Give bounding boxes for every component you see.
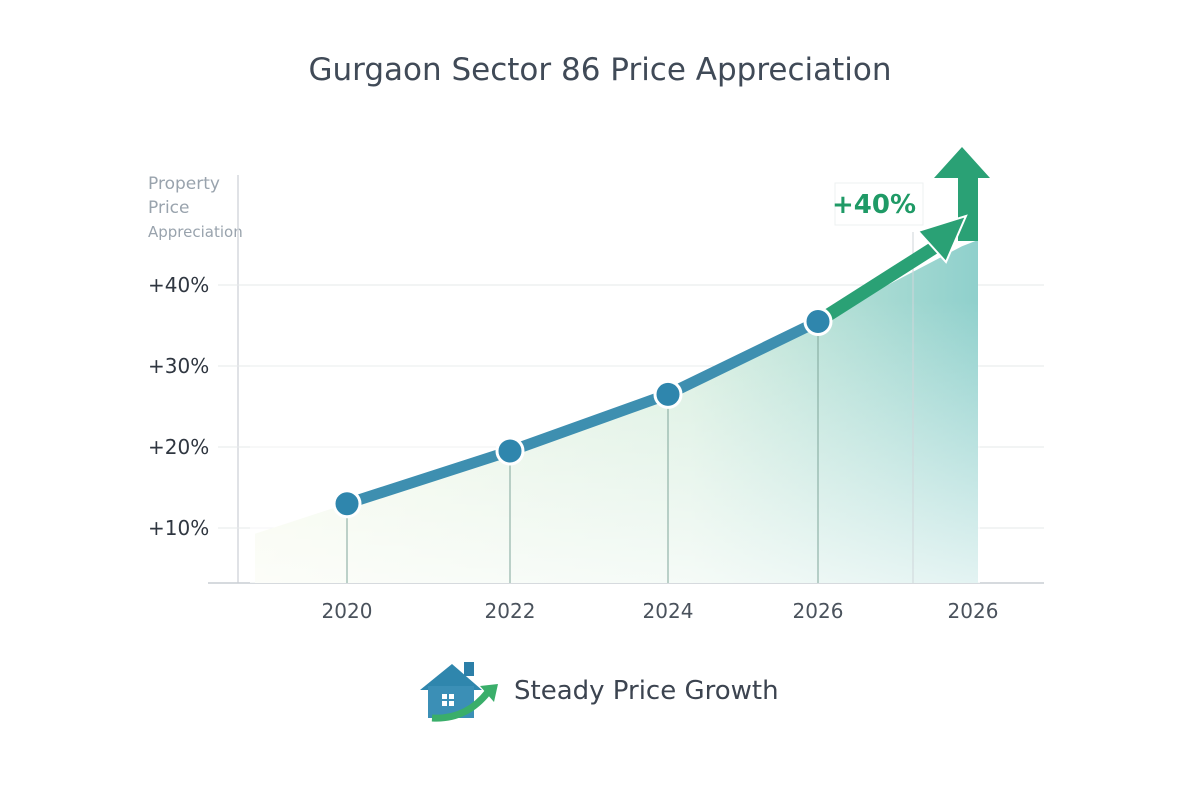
y-tick-label: +10%	[148, 516, 209, 540]
x-tick-label: 2026	[948, 599, 999, 623]
annotation-label: +40%	[832, 190, 916, 220]
x-tick-label: 2022	[485, 599, 536, 623]
y-tick-label: +40%	[148, 273, 209, 297]
up-arrow-shaft	[958, 175, 978, 241]
annotation-box	[834, 182, 924, 226]
data-point	[653, 379, 683, 409]
house-growth-icon	[420, 662, 498, 722]
trend-arrow-head	[916, 214, 968, 264]
y-axis-label-line-1: Property	[148, 174, 220, 194]
series-line	[345, 316, 821, 509]
data-point	[803, 306, 833, 336]
footer-legend: Steady Price Growth	[418, 660, 779, 722]
trend-arrow-shaft	[814, 238, 944, 327]
up-arrow-head	[934, 147, 990, 178]
y-axis-label-line-2: Price	[148, 198, 190, 218]
data-point	[332, 489, 362, 519]
x-tick-label: 2020	[322, 599, 373, 623]
y-tick-label: +20%	[148, 435, 209, 459]
footer-label: Steady Price Growth	[514, 676, 779, 706]
y-axis-label-line-3: Appreciation	[148, 223, 243, 241]
x-tick-label: 2026	[793, 599, 844, 623]
x-tick-label: 2024	[643, 599, 694, 623]
chart-title: Gurgaon Sector 86 Price Appreciation	[308, 52, 892, 88]
area-fade	[250, 300, 980, 583]
y-tick-label: +30%	[148, 354, 209, 378]
data-point	[495, 436, 525, 466]
